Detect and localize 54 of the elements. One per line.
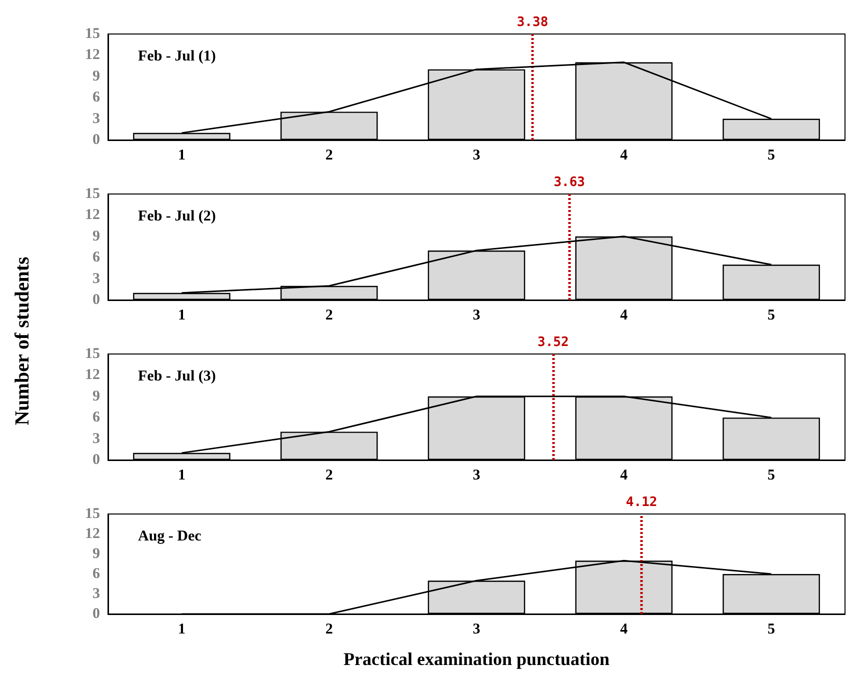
- y-tick-label: 15: [85, 186, 100, 202]
- y-tick-label: 0: [92, 132, 100, 148]
- y-tick-label: 15: [85, 26, 100, 42]
- y-tick-label: 6: [92, 410, 100, 426]
- y-tick-label: 3: [92, 430, 100, 447]
- x-tick-label: 4: [620, 308, 628, 324]
- ref-line-label: 3.52: [537, 335, 569, 350]
- y-tick-label: 6: [92, 90, 100, 106]
- y-tick-label: 12: [85, 526, 100, 542]
- y-tick-label: 3: [92, 110, 100, 127]
- x-tick-label: 3: [472, 148, 480, 164]
- x-tick-label: 2: [325, 148, 333, 164]
- x-tick-label: 4: [620, 468, 628, 484]
- y-tick-label: 0: [92, 606, 100, 622]
- text: Feb - Jul (1): [138, 48, 216, 64]
- x-tick-label: 1: [178, 308, 186, 324]
- x-tick-label: 1: [178, 622, 186, 638]
- y-tick-label: 3: [92, 270, 100, 287]
- x-tick-label: 3: [472, 308, 480, 324]
- x-tick-label: 5: [768, 622, 776, 638]
- x-tick-label: 3: [472, 622, 480, 638]
- y-tick-label: 0: [92, 292, 100, 308]
- x-tick-label: 1: [178, 468, 186, 484]
- y-tick-label: 9: [92, 68, 100, 84]
- y-tick-label: 15: [85, 506, 100, 522]
- y-tick-label: 9: [92, 388, 100, 404]
- x-tick-label: 5: [768, 468, 776, 484]
- y-tick-label: 12: [85, 207, 100, 224]
- y-tick-label: 12: [85, 367, 100, 384]
- y-tick-label: 12: [85, 47, 100, 64]
- y-tick-label: 9: [92, 228, 100, 244]
- y-tick-label: 0: [92, 452, 100, 468]
- x-tick-label: 4: [620, 148, 628, 164]
- y-tick-label: 6: [92, 250, 100, 266]
- x-axis-title: Practical examination punctuation: [344, 649, 610, 669]
- y-tick-label: 15: [85, 346, 100, 362]
- text: Aug - Dec: [138, 528, 202, 544]
- x-tick-label: 2: [325, 468, 333, 484]
- y-axis-title: Number of students: [12, 256, 34, 425]
- x-tick-label: 3: [472, 468, 480, 484]
- y-tick-label: 6: [92, 566, 100, 582]
- x-tick-label: 2: [325, 308, 333, 324]
- ref-line-label: 3.38: [516, 15, 548, 30]
- text: Feb - Jul (2): [138, 208, 216, 224]
- y-tick-label: 9: [92, 546, 100, 562]
- x-tick-label: 5: [768, 308, 776, 324]
- text: Feb - Jul (3): [138, 368, 216, 384]
- x-tick-label: 5: [768, 148, 776, 164]
- ref-line-label: 3.63: [554, 175, 586, 190]
- x-tick-label: 2: [325, 622, 333, 638]
- x-tick-label: 1: [178, 148, 186, 164]
- y-tick-label: 3: [92, 586, 100, 602]
- x-tick-label: 4: [620, 622, 628, 638]
- ref-line-label: 4.12: [626, 495, 658, 510]
